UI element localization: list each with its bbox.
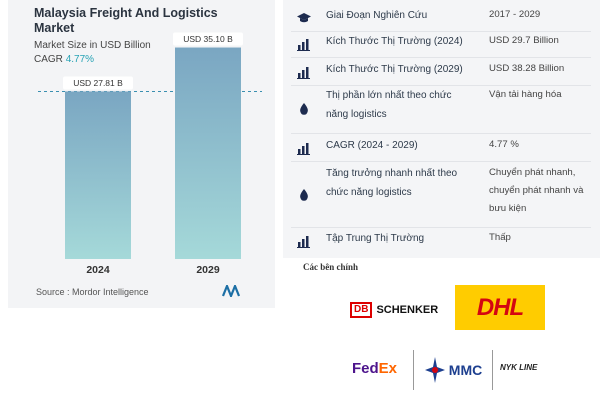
- info-row-label: Thị phần lớn nhất theo chức năng logisti…: [326, 90, 452, 120]
- drop-icon: [297, 188, 311, 202]
- info-row-value: 2017 - 2029: [489, 9, 541, 20]
- category-label-2024: 2024: [86, 264, 110, 276]
- row-divider: [291, 57, 591, 58]
- bar-2029: [175, 47, 241, 260]
- dhl-logo: DHL: [455, 285, 545, 330]
- bar-chart-icon: [297, 234, 311, 248]
- chart-cagr: CAGR 4.77%: [34, 54, 94, 65]
- row-divider: [291, 161, 591, 162]
- chart-subtitle: Market Size in USD Billion: [34, 40, 151, 51]
- info-row-label: Tăng trưởng nhanh nhất theo chức năng lo…: [326, 168, 458, 198]
- nyk-logo: NYK LINE: [500, 363, 538, 372]
- dhl-text: DHL: [476, 293, 524, 321]
- info-row-value: 4.77 %: [489, 139, 519, 150]
- market-info-panel: Giai Đoạn Nghiên Cứu 2017 - 2029 Kích Thướ…: [283, 0, 600, 258]
- mmc-logo: MMC: [413, 350, 493, 390]
- info-row: Thị phần lớn nhất theo chức năng logisti…: [283, 86, 600, 132]
- graduation-cap-icon: [297, 11, 311, 25]
- chart-title: Malaysia Freight And Logistics Market: [34, 6, 218, 35]
- row-divider: [291, 31, 591, 32]
- bar-chart-icon: [297, 141, 311, 155]
- mmc-text: MMC: [448, 362, 483, 378]
- fedex-fe: Fed: [352, 360, 379, 377]
- schenker-text: SCHENKER: [376, 304, 439, 316]
- info-row-label: Tập Trung Thị Trường: [326, 233, 425, 244]
- info-row: Kích Thước Thị Trường (2024) USD 29.7 Bil…: [283, 32, 600, 56]
- info-row-value: USD 38.28 Billion: [489, 63, 565, 74]
- fedex-ex: Ex: [378, 360, 398, 377]
- chart-source: Source : Mordor Intelligence: [36, 287, 149, 297]
- drop-icon: [297, 102, 311, 116]
- bar-2024: [65, 91, 131, 259]
- row-divider: [291, 133, 591, 134]
- cagr-value: 4.77%: [65, 54, 95, 65]
- db-mark: DB: [350, 302, 373, 318]
- info-row: CAGR (2024 - 2029) 4.77 %: [283, 136, 600, 160]
- info-row-label: Kích Thước Thị Trường (2024): [326, 36, 463, 47]
- value-label-2024: USD 27.81 B: [73, 78, 123, 88]
- info-row-value: Vận tải hàng hóa: [489, 89, 562, 100]
- info-row-label: Kích Thước Thị Trường (2029): [326, 64, 463, 75]
- info-row-value: USD 29.7 Billion: [489, 35, 559, 46]
- value-label-bg-2024: [63, 76, 133, 90]
- fedex-logo: FedEx: [352, 360, 397, 377]
- db-schenker-logo: DB SCHENKER: [350, 290, 450, 330]
- info-row-value: Chuyển phát nhanh, chuyển phát nhanh và …: [489, 167, 584, 214]
- mmc-star-icon: [424, 357, 445, 383]
- info-row: Kích Thước Thị Trường (2029) USD 38.28 Bi…: [283, 60, 600, 84]
- mordor-logo-icon: [222, 285, 241, 297]
- info-row-value: Thấp: [489, 232, 511, 243]
- category-label-2029: 2029: [196, 264, 220, 276]
- info-row: Tập Trung Thị Trường Thấp: [283, 229, 600, 253]
- bar-chart-icon: [297, 37, 311, 51]
- info-row: Giai Đoạn Nghiên Cứu 2017 - 2029: [283, 6, 600, 30]
- key-players-title: Các bên chính: [303, 262, 359, 272]
- row-divider: [291, 85, 591, 86]
- row-divider: [291, 227, 591, 228]
- info-row-label: CAGR (2024 - 2029): [326, 140, 418, 151]
- value-label-2029: USD 35.10 B: [183, 34, 233, 44]
- bar-chart: USD 27.81 B 2024 USD 35.10 B 2029: [38, 32, 262, 276]
- value-label-bg-2029: [173, 32, 243, 46]
- info-row-label: Giai Đoạn Nghiên Cứu: [326, 10, 428, 21]
- info-row: Tăng trưởng nhanh nhất theo chức năng lo…: [283, 164, 600, 226]
- bar-chart-icon: [297, 65, 311, 79]
- cagr-label: CAGR: [34, 54, 63, 65]
